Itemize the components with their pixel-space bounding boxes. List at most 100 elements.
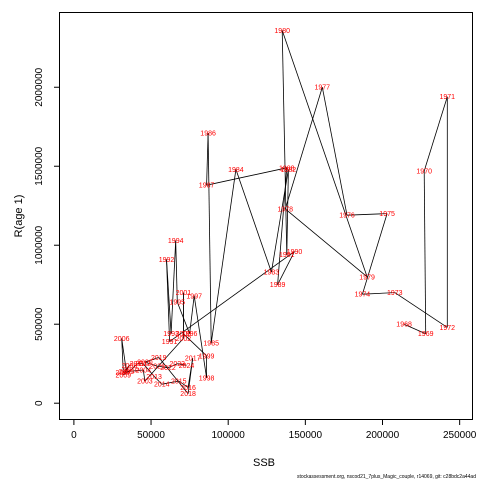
point-label-2000: 2000 (176, 331, 192, 338)
trajectory-segment (281, 30, 288, 255)
trajectory-segment (144, 357, 159, 363)
x-tick-label: 250000 (443, 430, 477, 441)
footer-note: stockassessment.org, nscod21_7plus_Magic… (296, 474, 476, 480)
point-label-2008: 2008 (122, 363, 138, 370)
x-tick-label: 0 (71, 430, 77, 441)
y-tick-label: 500000 (34, 307, 45, 341)
trajectory-segment (170, 240, 177, 334)
trajectory-segment (144, 338, 184, 382)
point-label-1981: 1981 (279, 252, 295, 259)
point-label-1972: 1972 (440, 325, 456, 332)
trajectory-segment (206, 133, 209, 186)
point-label-1990: 1990 (287, 249, 303, 256)
point-label-1994: 1994 (168, 238, 184, 245)
trajectory-segment (423, 170, 427, 334)
trajectory-segment (153, 376, 163, 385)
trajectory-segment (394, 292, 448, 328)
trajectory-segment (281, 30, 368, 277)
trajectory-segment (121, 338, 124, 373)
point-label-1980: 1980 (274, 28, 290, 35)
trajectory-segment (207, 133, 212, 344)
x-tick-label: 50000 (137, 430, 165, 441)
trajectory-segment (187, 358, 194, 394)
series-layer (121, 30, 448, 394)
point-label-1978: 1978 (278, 206, 294, 213)
point-label-2006: 2006 (114, 336, 130, 343)
point-labels: 1968 1969 1970 1971 1972 1973 1974 1975 1976 1977… (114, 28, 455, 398)
x-axis-title: SSB (253, 457, 275, 469)
point-label-1969: 1969 (418, 331, 434, 338)
point-label-2015: 2015 (171, 379, 187, 386)
point-label-2007: 2007 (116, 370, 132, 377)
point-label-2004: 2004 (136, 368, 152, 375)
point-label-2023: 2023 (170, 361, 186, 368)
point-label-1970: 1970 (416, 169, 432, 176)
x-tick-label: 100000 (212, 430, 246, 441)
point-label-2021: 2021 (149, 364, 165, 371)
point-label-1971: 1971 (440, 94, 456, 101)
point-label-2020: 2020 (137, 360, 153, 367)
trajectory-segment (423, 96, 448, 172)
trajectory-segment (277, 167, 288, 285)
point-label-2018: 2018 (180, 391, 196, 398)
point-label-2017: 2017 (185, 356, 201, 363)
trajectory-segment (183, 333, 207, 357)
x-tick-label: 150000 (289, 430, 323, 441)
trajectory-segment (157, 365, 169, 369)
trajectory-segment (161, 380, 179, 385)
point-label-1993: 1993 (163, 331, 179, 338)
y-tick-label: 1500000 (34, 146, 45, 185)
point-label-1983: 1983 (264, 270, 280, 277)
trajectory-segment (142, 363, 155, 377)
trajectory-segment (285, 208, 368, 278)
point-label-1991: 1991 (162, 339, 178, 346)
point-label-1982: 1982 (281, 167, 297, 174)
trajectory-segment (166, 259, 172, 334)
point-label-1998: 1998 (199, 375, 215, 382)
point-label-2016: 2016 (180, 385, 196, 392)
trajectory-segment (122, 365, 130, 376)
y-axis-title: R(age 1) (13, 195, 25, 238)
point-label-2005: 2005 (119, 369, 135, 376)
plot-frame (59, 12, 473, 420)
trajectory-segment (235, 169, 272, 273)
point-label-1995: 1995 (170, 300, 186, 307)
trajectory-segment (362, 292, 395, 295)
point-label-2014: 2014 (154, 382, 170, 389)
point-label-1977: 1977 (315, 85, 331, 92)
trajectory-segment (121, 338, 127, 372)
point-label-2013: 2013 (146, 374, 162, 381)
trajectory-segment (189, 295, 195, 334)
point-label-1985: 1985 (203, 341, 219, 348)
point-label-1975: 1975 (379, 211, 395, 218)
point-label-2012: 2012 (136, 361, 152, 368)
point-label-2019: 2019 (151, 355, 167, 362)
point-label-2024: 2024 (179, 363, 195, 370)
x-axis: 0 50000 100000 150000 200000 250000 (71, 419, 477, 441)
point-label-1986: 1986 (200, 131, 216, 138)
trajectory-segment (193, 295, 207, 378)
y-axis: 0 500000 1000000 1500000 2000000 (34, 67, 60, 406)
point-label-1976: 1976 (339, 213, 355, 220)
point-label-2002: 2002 (176, 336, 192, 343)
point-label-1992: 1992 (159, 257, 175, 264)
trajectory-segment (362, 213, 388, 295)
point-label-1973: 1973 (387, 290, 403, 297)
y-tick-label: 2000000 (34, 67, 45, 106)
point-label-1968: 1968 (396, 322, 412, 329)
trajectory-segment (175, 240, 178, 303)
point-label-1989: 1989 (270, 282, 286, 289)
point-label-2001: 2001 (176, 290, 192, 297)
point-label-1988: 1988 (279, 165, 295, 172)
trajectory-segment (403, 323, 426, 335)
point-label-2022: 2022 (160, 365, 176, 372)
trajectory-segment (284, 87, 323, 210)
trajectory-segment (286, 169, 289, 255)
point-label-1987: 1987 (199, 183, 215, 190)
point-label-2009: 2009 (116, 372, 132, 379)
trajectory-segment (123, 369, 132, 376)
x-tick-label: 200000 (366, 430, 400, 441)
y-tick-label: 0 (34, 400, 45, 406)
